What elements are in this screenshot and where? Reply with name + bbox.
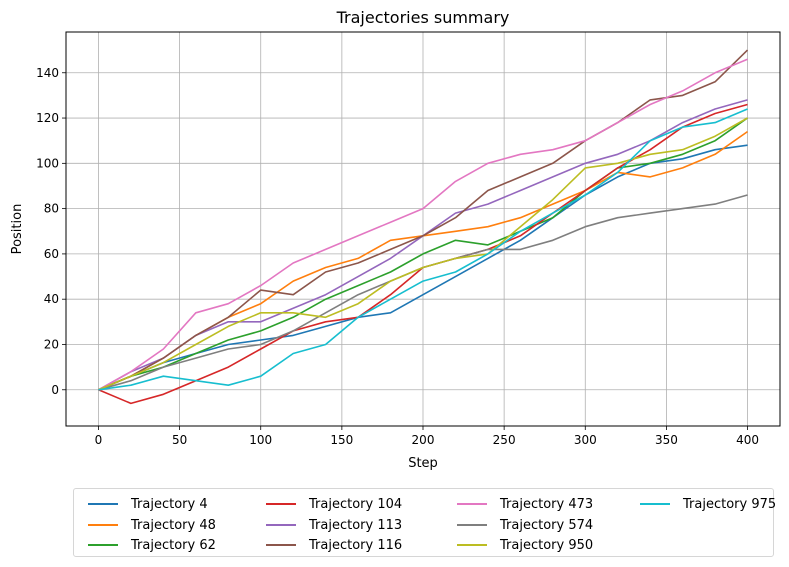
legend-item: Trajectory 104 bbox=[266, 494, 402, 514]
legend-swatch bbox=[266, 524, 296, 526]
x-tick-label: 150 bbox=[330, 433, 353, 447]
series-line bbox=[98, 58, 748, 391]
x-tick-label: 350 bbox=[655, 433, 678, 447]
legend-label: Trajectory 950 bbox=[500, 537, 594, 553]
x-tick-label: 400 bbox=[736, 433, 759, 447]
y-tick-label: 80 bbox=[44, 202, 59, 216]
legend-label: Trajectory 473 bbox=[500, 496, 594, 512]
legend-swatch bbox=[88, 503, 118, 505]
y-tick-label: 100 bbox=[36, 156, 59, 170]
series-line bbox=[98, 49, 749, 391]
series-line bbox=[98, 144, 748, 391]
x-tick-label: 100 bbox=[249, 433, 272, 447]
legend-item: Trajectory 116 bbox=[266, 535, 402, 555]
legend-swatch bbox=[640, 503, 670, 505]
legend-label: Trajectory 574 bbox=[500, 517, 594, 533]
legend-label: Trajectory 48 bbox=[131, 517, 216, 533]
x-tick-label: 250 bbox=[493, 433, 516, 447]
y-tick-label: 60 bbox=[44, 247, 59, 261]
x-tick-label: 200 bbox=[412, 433, 435, 447]
legend-swatch bbox=[88, 544, 118, 546]
y-axis: 0 20 40 60 80 100 120 140 bbox=[36, 66, 66, 397]
y-tick-label: 120 bbox=[36, 111, 59, 125]
legend-swatch bbox=[88, 524, 118, 526]
y-tick-label: 140 bbox=[36, 66, 59, 80]
legend-item: Trajectory 113 bbox=[266, 515, 402, 535]
series-line bbox=[98, 117, 748, 391]
legend: Trajectory 4 Trajectory 48 Trajectory 62 Tr… bbox=[73, 488, 776, 557]
x-tick-label: 300 bbox=[574, 433, 597, 447]
series-lines bbox=[98, 49, 749, 405]
series-line bbox=[98, 117, 748, 391]
legend-swatch bbox=[457, 524, 487, 526]
legend-item: Trajectory 48 bbox=[88, 515, 216, 535]
x-axis: 0 50 100 150 200 250 300 350 400 bbox=[95, 426, 759, 447]
legend-item: Trajectory 473 bbox=[457, 494, 593, 514]
y-axis-label: Position bbox=[10, 204, 25, 255]
y-tick-label: 20 bbox=[44, 337, 59, 351]
legend-item: Trajectory 975 bbox=[640, 494, 776, 514]
series-line bbox=[98, 108, 748, 391]
legend-swatch bbox=[266, 544, 296, 546]
legend-label: Trajectory 4 bbox=[131, 496, 208, 512]
legend-label: Trajectory 104 bbox=[309, 496, 403, 512]
legend-swatch bbox=[457, 544, 487, 546]
legend-item: Trajectory 62 bbox=[88, 535, 216, 555]
x-tick-label: 0 bbox=[95, 433, 103, 447]
legend-swatch bbox=[457, 503, 487, 505]
y-tick-label: 40 bbox=[44, 292, 59, 306]
legend-label: Trajectory 975 bbox=[683, 496, 777, 512]
x-axis-label: Step bbox=[408, 456, 438, 471]
legend-item: Trajectory 574 bbox=[457, 515, 593, 535]
legend-label: Trajectory 116 bbox=[309, 537, 403, 553]
chart-title: Trajectories summary bbox=[336, 8, 510, 27]
x-tick-label: 50 bbox=[172, 433, 187, 447]
legend-swatch bbox=[266, 503, 296, 505]
legend-item: Trajectory 4 bbox=[88, 494, 208, 514]
legend-item: Trajectory 950 bbox=[457, 535, 593, 555]
legend-label: Trajectory 62 bbox=[131, 537, 216, 553]
legend-label: Trajectory 113 bbox=[309, 517, 403, 533]
y-tick-label: 0 bbox=[51, 383, 59, 397]
